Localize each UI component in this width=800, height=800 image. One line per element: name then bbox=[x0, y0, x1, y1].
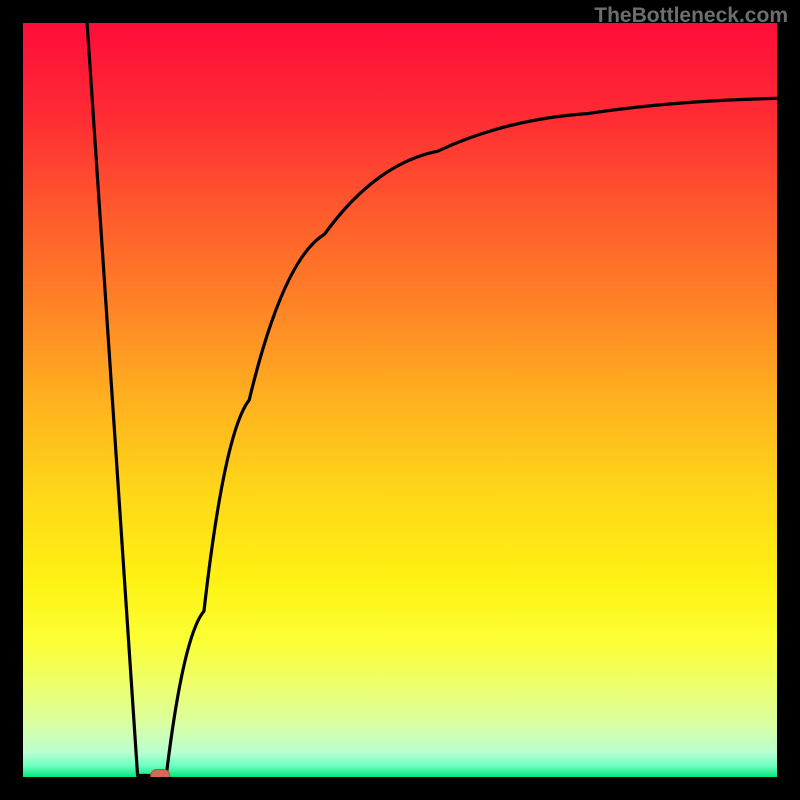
chart-gradient-background bbox=[23, 23, 777, 777]
bottleneck-chart bbox=[0, 0, 800, 800]
chart-container: TheBottleneck.com bbox=[0, 0, 800, 800]
watermark-text: TheBottleneck.com bbox=[594, 4, 788, 28]
